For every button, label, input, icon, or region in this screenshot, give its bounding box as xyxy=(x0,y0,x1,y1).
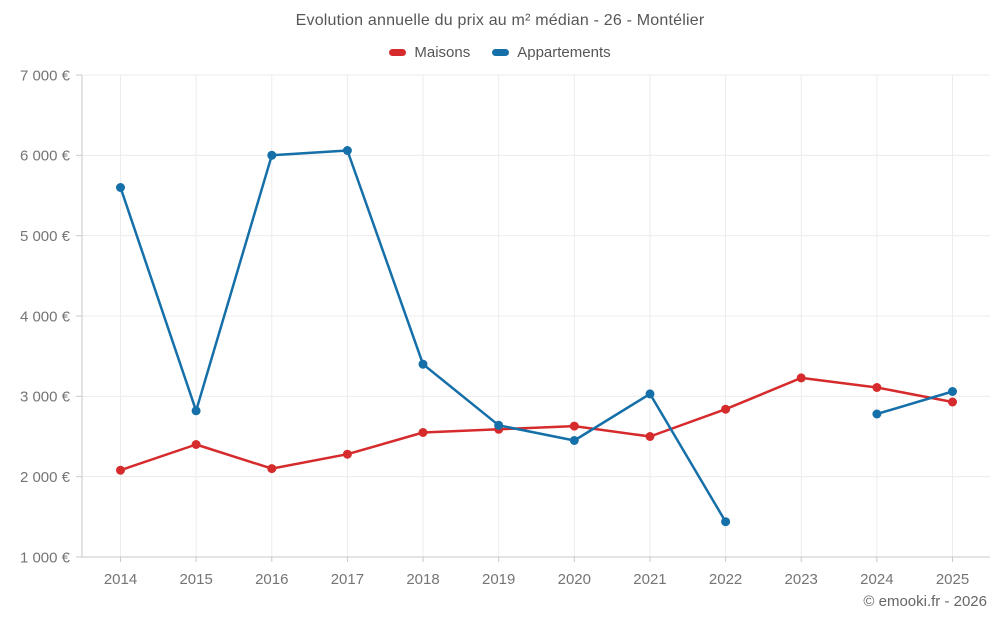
data-point-appartements-2020[interactable] xyxy=(569,436,579,445)
x-axis-tick-label: 2018 xyxy=(406,571,439,588)
data-point-appartements-2015[interactable] xyxy=(191,406,201,416)
series-line-maisons xyxy=(119,376,954,472)
y-axis-tick-label: 7 000 € xyxy=(20,67,71,84)
x-axis-tick-label: 2014 xyxy=(104,571,137,588)
x-axis-tick-label: 2022 xyxy=(709,571,742,588)
data-point-maisons-2023[interactable] xyxy=(796,373,806,383)
x-axis-tick-label: 2021 xyxy=(633,571,666,588)
data-point-maisons-2020[interactable] xyxy=(569,421,579,431)
data-point-maisons-2014[interactable] xyxy=(116,465,125,475)
y-axis-tick-label: 6 000 € xyxy=(20,148,71,165)
y-axis-tick-label: 2 000 € xyxy=(20,469,71,486)
x-axis-tick-label: 2019 xyxy=(482,571,515,588)
x-axis-tick-label: 2015 xyxy=(179,571,212,588)
data-point-appartements-2018[interactable] xyxy=(418,359,428,369)
x-axis-tick-label: 2023 xyxy=(785,571,818,588)
data-point-maisons-2024[interactable] xyxy=(872,383,882,392)
x-axis-tick-label: 2020 xyxy=(558,571,591,588)
data-point-maisons-2016[interactable] xyxy=(267,464,277,474)
chart-title: Evolution annuelle du prix au m² médian … xyxy=(295,12,705,29)
data-point-maisons-2022[interactable] xyxy=(721,404,731,414)
x-axis-tick-label: 2016 xyxy=(255,571,288,588)
data-point-appartements-2025[interactable] xyxy=(948,387,957,396)
data-point-maisons-2015[interactable] xyxy=(191,440,201,449)
data-point-maisons-2021[interactable] xyxy=(645,432,655,441)
data-point-appartements-2016[interactable] xyxy=(267,150,277,160)
y-axis-tick-label: 3 000 € xyxy=(20,389,71,406)
y-axis-tick-label: 1 000 € xyxy=(20,549,71,566)
data-point-maisons-2017[interactable] xyxy=(342,449,352,459)
series-line-appartements xyxy=(119,149,954,523)
data-point-appartements-2022[interactable] xyxy=(721,517,731,527)
data-point-appartements-2024[interactable] xyxy=(872,409,882,419)
y-axis-tick-label: 4 000 € xyxy=(20,308,71,325)
x-axis-tick-label: 2024 xyxy=(860,571,893,588)
y-axis-tick-label: 5 000 € xyxy=(20,228,71,245)
data-point-appartements-2017[interactable] xyxy=(342,146,352,155)
copyright-text: © emooki.fr - 2026 xyxy=(863,593,987,610)
chart-legend: Maisons Appartements xyxy=(0,44,1000,61)
legend-item-appartements[interactable]: Appartements xyxy=(492,44,611,61)
x-axis-tick-label: 2017 xyxy=(331,571,364,588)
data-point-appartements-2014[interactable] xyxy=(116,183,125,192)
data-point-appartements-2021[interactable] xyxy=(645,389,655,399)
legend-label-maisons: Maisons xyxy=(414,44,471,61)
maisons-series-swatch-icon xyxy=(389,49,407,56)
x-axis-tick-label: 2025 xyxy=(936,571,969,588)
legend-label-appartements: Appartements xyxy=(517,44,611,61)
data-point-appartements-2019[interactable] xyxy=(494,420,504,430)
appartements-series-swatch-icon xyxy=(492,49,510,56)
legend-item-maisons[interactable]: Maisons xyxy=(389,44,470,61)
data-point-maisons-2018[interactable] xyxy=(418,428,428,437)
data-point-maisons-2025[interactable] xyxy=(948,397,957,407)
